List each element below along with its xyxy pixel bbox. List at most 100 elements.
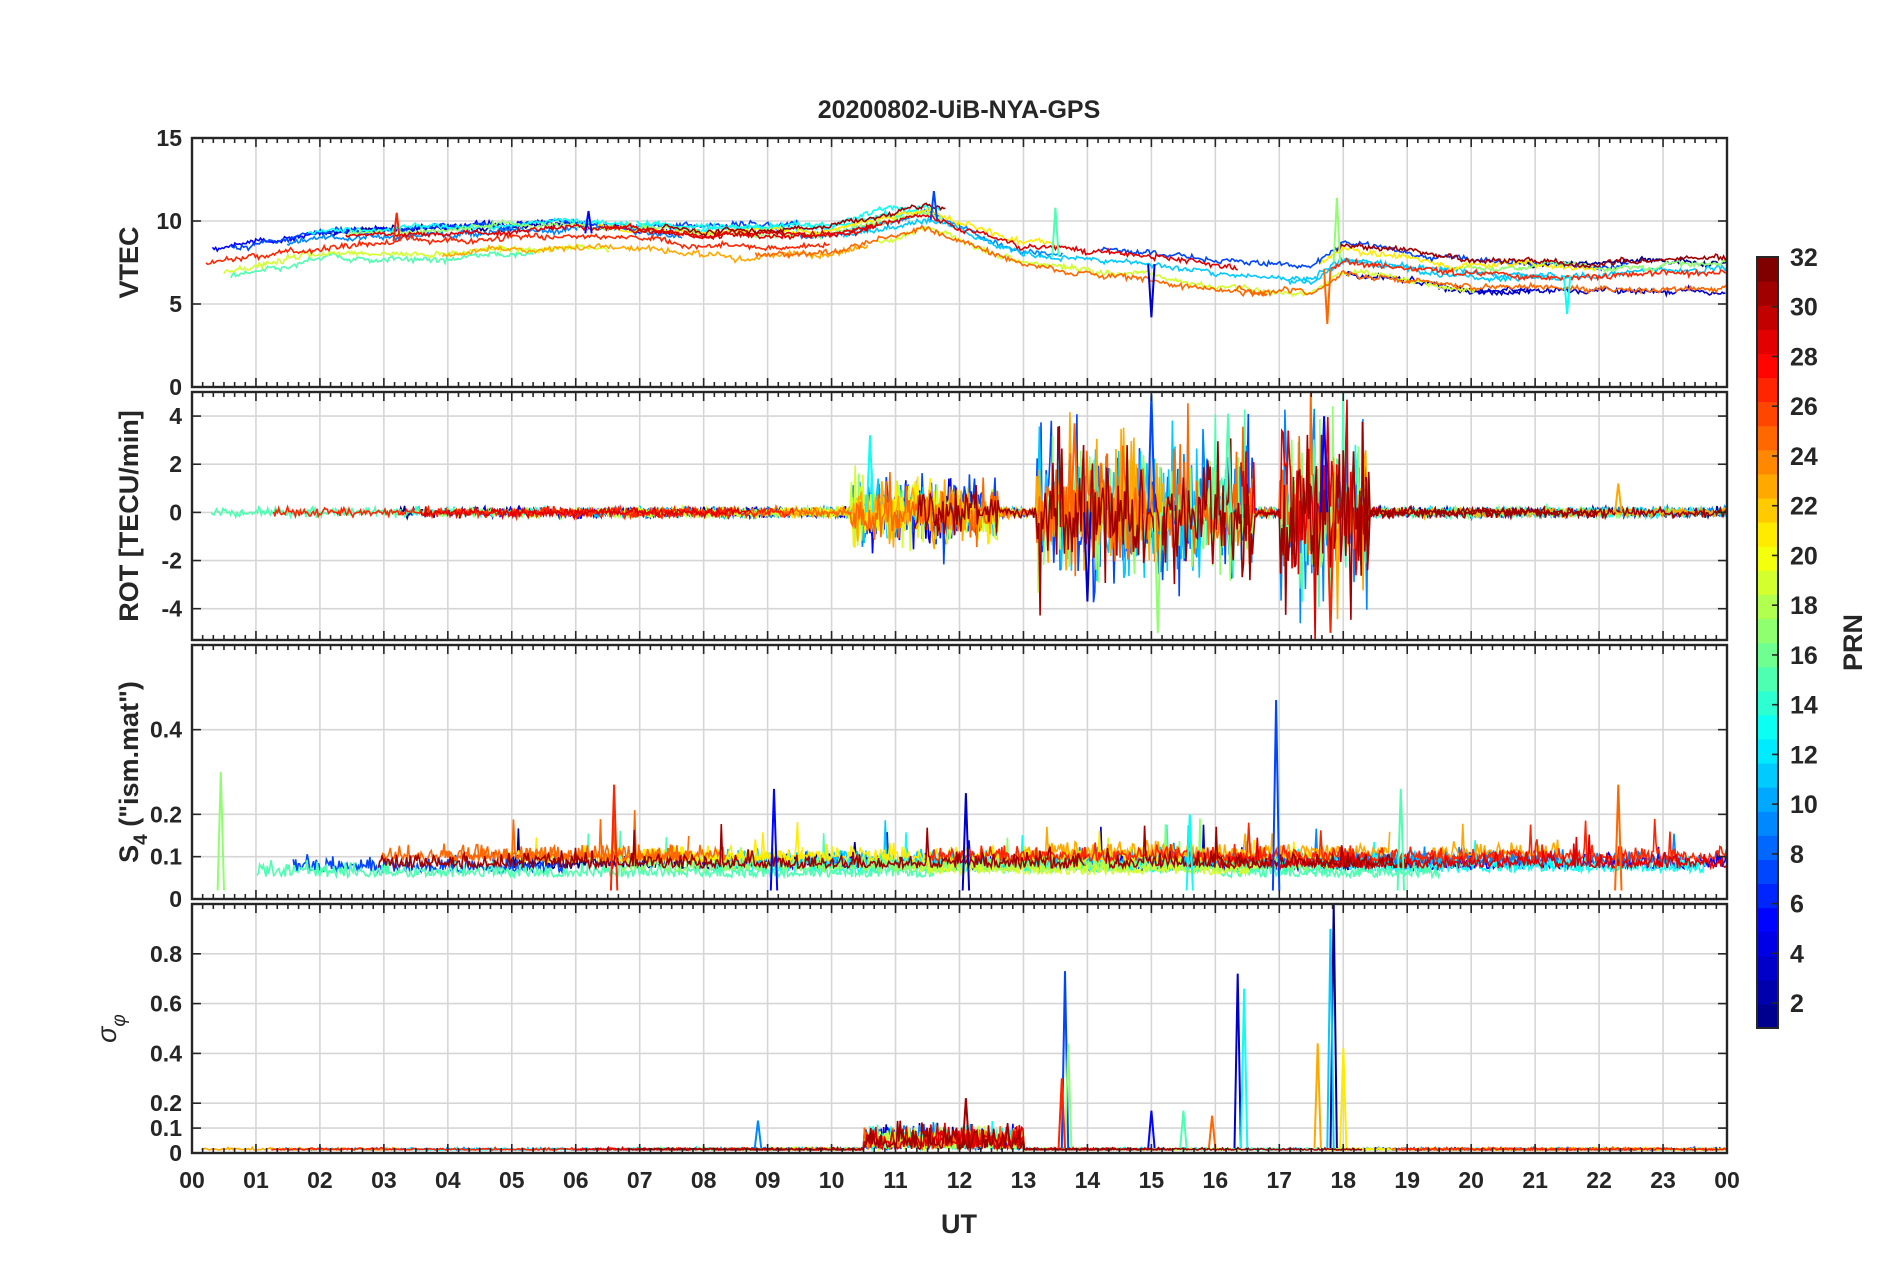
y-label-rest: ("ism.mat") [114,681,144,834]
colorbar-band [1757,883,1778,909]
x-tick-label: 00 [1714,1167,1740,1193]
series-line-prn-7 [292,851,564,875]
x-tick-label: 14 [1075,1167,1101,1193]
colorbar-band [1757,955,1778,981]
series-spike [1326,928,1335,1149]
series-group-s4 [216,699,1727,891]
y-tick-label-sigma_phi: 0.8 [150,941,182,967]
x-tick-label: 20 [1458,1167,1484,1193]
colorbar-band [1757,305,1778,330]
y-axis-label-sigma_phi: σφ [92,1014,130,1043]
series-spike [961,1098,971,1149]
colorbar-tick-label: 18 [1790,592,1818,620]
y-axis-label-s4: S4 ("ism.mat") [114,681,152,863]
x-tick-label: 16 [1203,1167,1229,1193]
colorbar-band [1757,666,1778,692]
x-tick-label: 03 [371,1167,397,1193]
series-line-prn-21 [1320,245,1597,272]
series-group-vtec [205,190,1727,324]
colorbar-band [1757,401,1778,427]
series-spike [865,435,875,513]
y-tick-label-sigma_phi: 0.4 [150,1040,182,1066]
colorbar-band [1757,594,1778,620]
x-tick-label: 21 [1522,1167,1548,1193]
series-line-prn-31 [1105,825,1409,871]
colorbar-tick-label: 12 [1790,741,1818,769]
colorbar-band [1757,570,1778,595]
colorbar-label: PRN [1838,614,1868,671]
y-tick-label-rot: -2 [162,548,182,574]
y-axis-label-vtec: VTEC [114,226,144,298]
x-tick-label: 01 [243,1167,269,1193]
series-spike [1313,1043,1322,1149]
series-spike [1319,416,1329,513]
y-tick-label-rot: 2 [169,451,182,477]
y-tick-label-vtec: 15 [156,125,182,151]
colorbar-tick-label: 10 [1790,791,1818,819]
series-spike [1083,512,1092,602]
series-line-prn-29 [606,213,1239,271]
x-tick-label: 07 [627,1167,653,1193]
panel-sigma_phi: 00.10.2 0.4 0.6 0.8 σφ [92,902,1729,1166]
colorbar-band [1757,618,1778,644]
series-spike [1339,1048,1348,1149]
x-tick-label: 17 [1266,1167,1292,1193]
colorbar-frame [1756,256,1779,1029]
x-tick-label: 00 [179,1167,205,1193]
x-axis-label: UT [941,1209,977,1239]
series-line-prn-31 [1335,242,1727,269]
colorbar-band [1757,642,1778,668]
x-tick-label: 23 [1650,1167,1676,1193]
y-label-sub: 4 [131,834,152,845]
colorbar-band [1757,257,1778,282]
series-line-prn-31 [661,202,946,238]
y-tick-label-s4: 0 [169,886,182,912]
x-tick-label: 11 [883,1167,908,1193]
colorbar-band [1757,497,1778,523]
series-spike [1057,1078,1066,1149]
series-line-prn-25 [754,224,1268,298]
colorbar-band [1757,1003,1778,1029]
colorbar-tick-label: 6 [1790,891,1804,919]
colorbar-band [1757,931,1778,957]
y-tick-label-rot: 4 [169,403,182,429]
x-tick-label: 02 [307,1167,333,1193]
colorbar: 32 30 28 26 24 22 20 18 16 14 12 10 8 6 4 2 PRN [1756,244,1868,1029]
series-line-prn-27 [1397,1145,1727,1152]
series-line-prn-17 [346,210,946,241]
series-line-prn-25 [1234,269,1727,298]
y-tick-label-sigma_phi: 0.1 [150,1115,182,1141]
series-line-prn-27 [1328,257,1727,282]
series-spike [1207,1115,1217,1149]
series-spike [961,793,971,891]
colorbar-band [1757,738,1778,764]
x-tick-label: 04 [435,1167,461,1193]
colorbar-tick-label: 16 [1790,642,1818,670]
y-tick-label-vtec: 0 [169,374,182,400]
colorbar-band [1757,281,1778,306]
series-line-prn-15 [230,250,534,279]
series-line-prn-31 [1361,471,1727,552]
y-tick-label-s4: 0.2 [150,801,182,827]
series-spike [929,190,939,221]
colorbar-band [1757,811,1778,836]
panel-vtec: 0 5 10 15 VTEC [114,125,1729,400]
series-spike [584,210,593,234]
colorbar-band [1757,353,1778,379]
series-line-prn-31 [377,823,1086,871]
colorbar-tick-label: 2 [1790,990,1804,1018]
colorbar-band [1757,787,1778,812]
panel-s4: 00.10.20.4S4 ("ism.mat") [114,643,1729,912]
series-spike [1223,413,1233,513]
y-tick-label-sigma_phi: 0 [169,1140,182,1166]
y-label-main: σ [92,1025,122,1043]
y-axis-label-rot: ROT [TECU/min] [114,410,144,621]
y-tick-label-sigma_phi: 0.2 [150,1090,182,1116]
colorbar-tick-label: 4 [1790,940,1804,968]
y-label-sub: φ [109,1014,130,1026]
x-tick-label: 09 [755,1167,781,1193]
colorbar-band [1757,907,1778,933]
series-spike [1332,197,1342,263]
